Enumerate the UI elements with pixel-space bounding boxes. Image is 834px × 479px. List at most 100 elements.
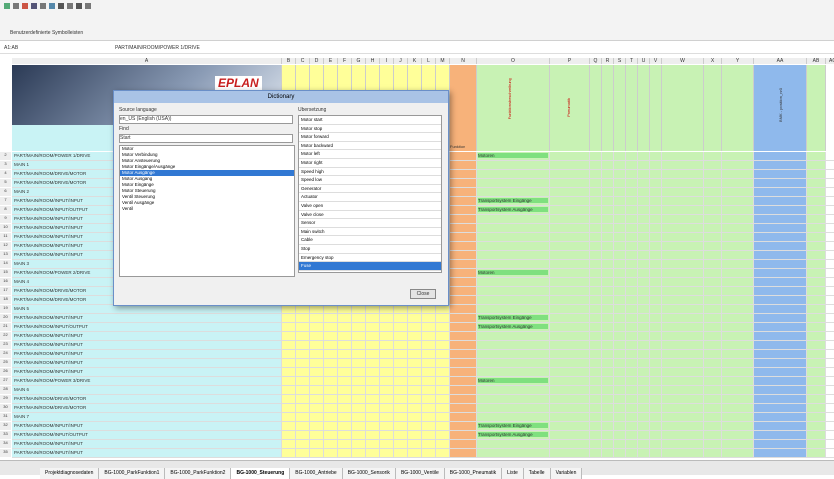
cell <box>380 449 394 458</box>
list-item[interactable]: Motor Steuerung <box>122 188 156 193</box>
cell <box>282 404 296 413</box>
cell <box>310 440 324 449</box>
cell <box>614 332 626 341</box>
list-item[interactable]: Motor start <box>299 116 441 125</box>
cell <box>296 404 310 413</box>
list-item[interactable]: Motor Ansteuerung <box>122 158 161 163</box>
cell <box>436 395 450 404</box>
cell <box>380 341 394 350</box>
column-header: X <box>704 58 722 64</box>
cell-text: Transportsystem Eingänge <box>478 198 548 203</box>
cell <box>310 368 324 377</box>
cell <box>477 251 550 260</box>
cell <box>366 359 380 368</box>
list-item[interactable]: Main switch <box>299 228 441 237</box>
list-item[interactable]: Motor backward <box>299 142 441 151</box>
cell <box>626 296 638 305</box>
list-item[interactable]: Valve open <box>299 202 441 211</box>
cell <box>807 161 826 170</box>
cell <box>450 449 477 458</box>
list-item[interactable]: Actuator <box>299 193 441 202</box>
column-header: AB <box>807 58 826 64</box>
list-item[interactable]: Ventil Steuerung <box>122 194 156 199</box>
cell <box>638 242 650 251</box>
cell <box>310 449 324 458</box>
find-input[interactable]: Start <box>119 134 293 143</box>
name-box[interactable]: A1:AB <box>4 45 19 51</box>
cell <box>282 377 296 386</box>
list-item[interactable]: Emergency stop <box>299 254 441 263</box>
source-select[interactable]: en_US (English (USA)) <box>119 115 293 124</box>
row-number: 28 <box>0 386 11 394</box>
cell-text: MAIN 2 <box>14 189 30 194</box>
formula-bar: A1:AB PART/MAIN/ROOM/POWER 1/DRIVE <box>0 43 834 54</box>
list-item[interactable]: Cable <box>299 236 441 245</box>
list-item[interactable]: Motor <box>122 146 134 151</box>
cell <box>550 287 590 296</box>
cell <box>550 314 590 323</box>
list-item[interactable]: Motor forward <box>299 133 441 142</box>
cell <box>638 314 650 323</box>
cell <box>662 332 704 341</box>
cell <box>296 305 310 314</box>
cell <box>626 152 638 161</box>
list-item[interactable]: Generator <box>299 185 441 194</box>
list-item[interactable]: Stop <box>299 245 441 254</box>
cell <box>450 296 477 305</box>
cell <box>722 395 754 404</box>
list-item[interactable]: Motor left <box>299 150 441 159</box>
cell-text: PART/MAIN/ROOM/INPUT/INPUT <box>14 252 83 257</box>
cell <box>638 224 650 233</box>
cell-text: PART/MAIN/ROOM/DRIVE/MOTOR <box>14 396 87 401</box>
list-item[interactable]: Motor Eingänge/Ausgänge <box>122 164 176 169</box>
list-item[interactable]: Speed low <box>299 176 441 185</box>
list-item[interactable]: Sensor <box>299 219 441 228</box>
list-item[interactable]: Motor right <box>299 159 441 168</box>
cell <box>826 197 834 206</box>
cell <box>826 296 834 305</box>
list-item[interactable]: Motor Ausgänge <box>120 170 294 176</box>
row-number: 16 <box>0 278 11 286</box>
list-item[interactable]: Ventil <box>122 206 134 211</box>
cell <box>704 170 722 179</box>
cell <box>324 341 338 350</box>
cell <box>602 431 614 440</box>
list-item[interactable]: Ventil Ausgänge <box>122 200 155 205</box>
cell <box>626 206 638 215</box>
header-cell <box>590 65 602 151</box>
cell <box>408 350 422 359</box>
cell <box>626 233 638 242</box>
list-item[interactable]: Motor stop <box>299 125 441 134</box>
row-number: 33 <box>0 431 11 439</box>
cell <box>394 395 408 404</box>
cell <box>477 260 550 269</box>
list-item[interactable]: Motor Ausgang <box>122 176 153 181</box>
column-header: G <box>352 58 366 64</box>
cell <box>754 386 807 395</box>
cell <box>638 251 650 260</box>
cell <box>602 197 614 206</box>
list-item[interactable]: Fuse <box>299 262 441 271</box>
cell <box>436 341 450 350</box>
cell <box>722 332 754 341</box>
list-item[interactable]: Speed high <box>299 168 441 177</box>
cell <box>394 449 408 458</box>
cell <box>807 233 826 242</box>
list-item[interactable]: Motor Eingänge <box>122 182 154 187</box>
cell <box>282 422 296 431</box>
list-item[interactable]: Motor Verbindung <box>122 152 158 157</box>
cell <box>754 179 807 188</box>
column-header: S <box>614 58 626 64</box>
cell <box>310 431 324 440</box>
cell <box>324 440 338 449</box>
cell <box>722 359 754 368</box>
cell <box>826 260 834 269</box>
cell <box>408 323 422 332</box>
row-number: 10 <box>0 224 11 232</box>
cell <box>704 431 722 440</box>
cell <box>590 332 602 341</box>
column-title: Funktion <box>450 144 466 149</box>
cell <box>352 440 366 449</box>
list-item[interactable]: Valve close <box>299 211 441 220</box>
close-button[interactable]: Close <box>410 289 436 299</box>
